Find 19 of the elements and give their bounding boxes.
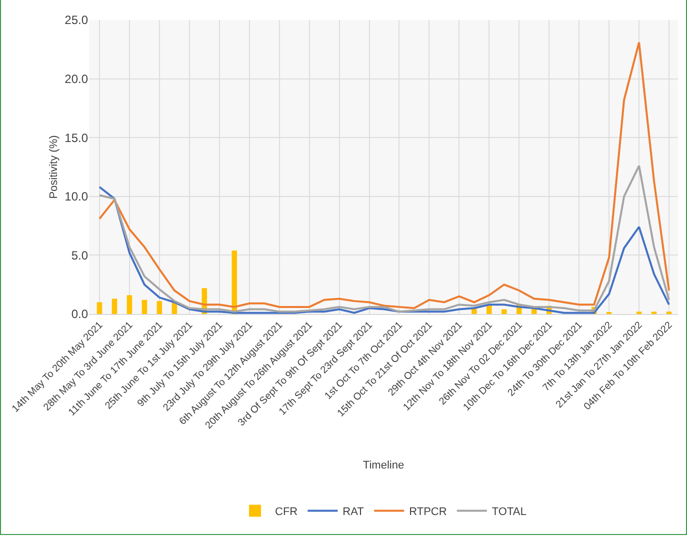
legend-label: RAT (342, 506, 364, 518)
bar (96, 302, 102, 314)
y-axis-title: Positivity (%) (48, 135, 60, 199)
bar (112, 298, 118, 314)
y-tick-label: 5.0 (71, 248, 88, 262)
y-tick-label: 15.0 (64, 130, 88, 145)
y-tick-label: 20.0 (64, 72, 88, 86)
bar (502, 309, 507, 314)
legend-label: TOTAL (492, 506, 526, 518)
bar (142, 300, 148, 314)
y-tick-label: 10.0 (64, 190, 88, 204)
y-tick-label: 0.0 (71, 307, 88, 322)
y-tick-label: 25.0 (64, 13, 88, 28)
line-series (98, 41, 670, 310)
legend-label: RTPCR (409, 506, 447, 518)
bar (156, 301, 162, 314)
bar (126, 295, 132, 314)
legend-label: CFR (275, 506, 298, 518)
x-axis-title: Timeline (362, 460, 404, 472)
